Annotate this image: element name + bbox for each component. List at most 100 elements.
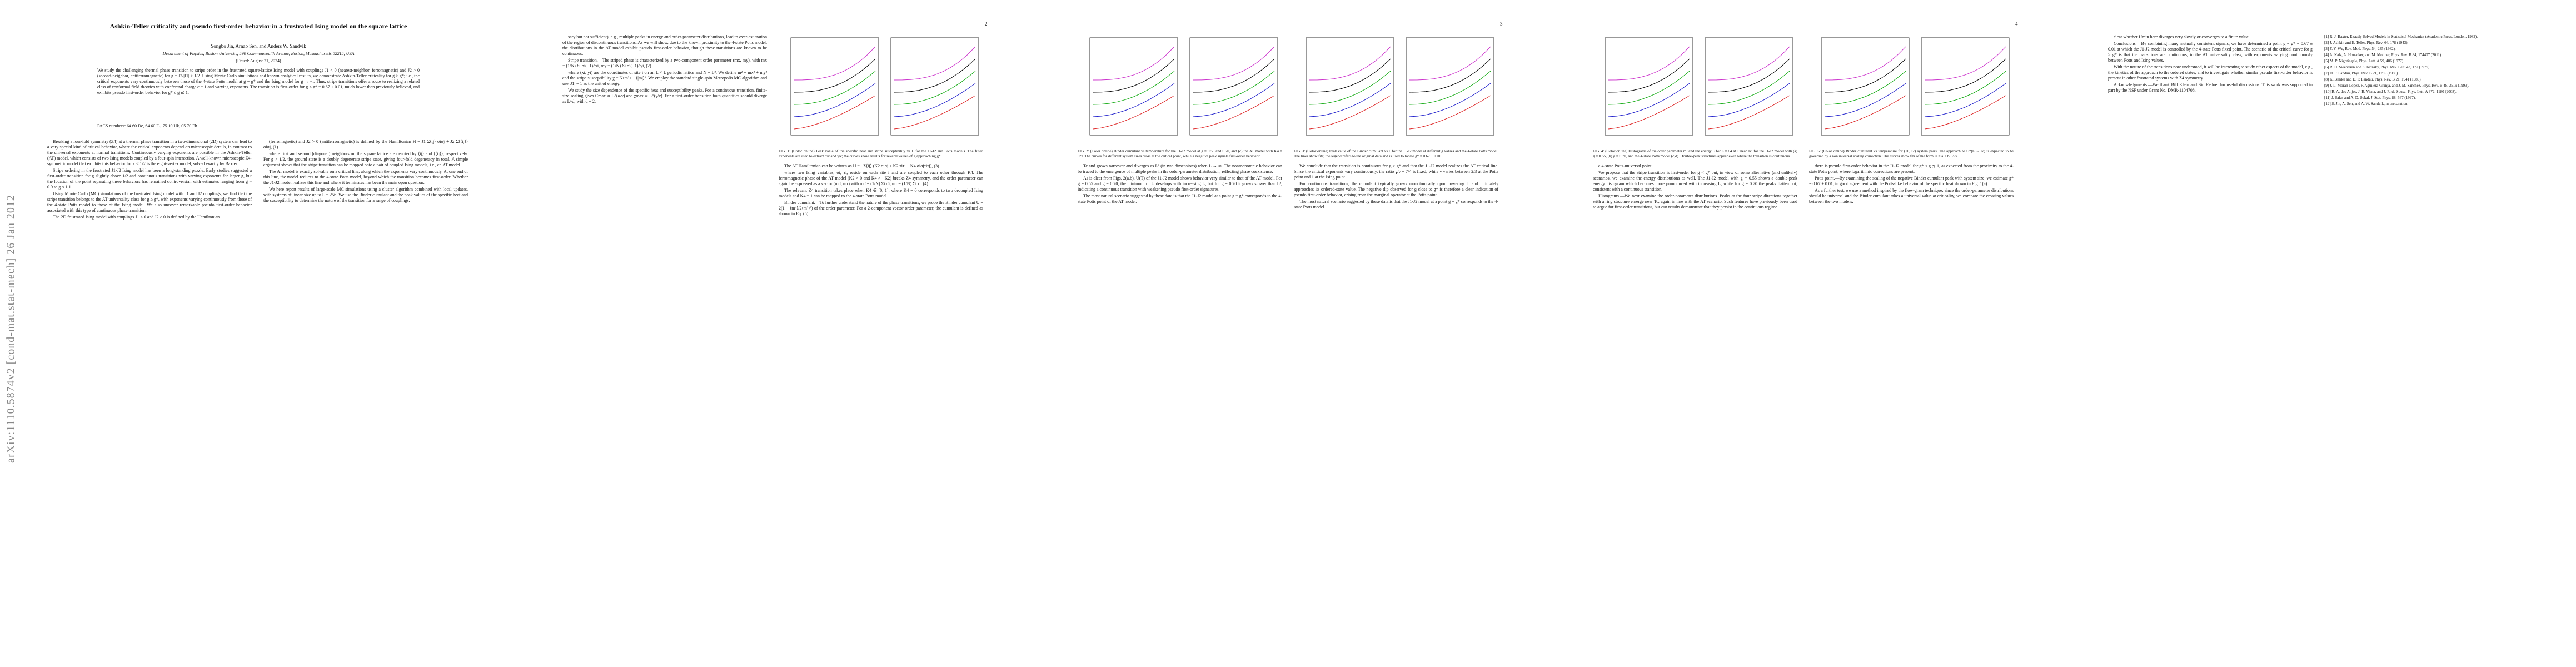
plot-curve — [1193, 95, 1275, 130]
text-column: sary but not sufficient), e.g., multiple… — [562, 34, 767, 106]
reference: [1] R. J. Baxter, Exactly Solved Models … — [2324, 34, 2478, 39]
paragraph: Breaking a four-fold symmetry (Z4) at a … — [47, 139, 252, 166]
paragraph: The 2D frustrated Ising model with coupl… — [53, 215, 220, 220]
paragraph: Potts point.—By examining the scaling of… — [1809, 176, 2014, 186]
figure-plot — [790, 37, 979, 136]
page-number: 2 — [985, 21, 988, 27]
text-column: clear whether Umin here diverges very sl… — [2108, 34, 2313, 94]
figure: FIG. 2: (Color online) Binder cumulant v… — [1078, 34, 1282, 159]
paragraph: The relevant Z4 transition takes place w… — [779, 188, 983, 198]
figure-plot — [1605, 37, 1793, 136]
plot-curve — [1708, 46, 1790, 81]
plot-curve — [1924, 95, 2006, 130]
paragraph: clear whether Umin here diverges very sl… — [2114, 34, 2250, 39]
arxiv-stamp: arXiv:1110.5874v2 [cond-mat.stat-mech] 2… — [4, 195, 17, 463]
plot-curve — [1193, 83, 1275, 117]
plot-curve — [794, 46, 876, 81]
paragraph: We propose that the stripe transition is… — [1593, 170, 1797, 192]
reference: [3] F. Y. Wu, Rev. Mod. Phys. 54, 235 (1… — [2324, 47, 2396, 51]
paragraph: The most natural scenario suggested by t… — [1078, 193, 1282, 204]
plot-curve — [1093, 46, 1175, 81]
paragraph: Stripe transition.—The striped phase is … — [562, 58, 767, 68]
reference: [11] J. Salas and A. D. Sokal, J. Stat. … — [2324, 96, 2416, 100]
plot-curve — [1409, 83, 1491, 117]
paragraph: where (xi, yi) are the coordinates of si… — [562, 70, 767, 86]
plot-frame — [1306, 37, 1394, 136]
plot-curve — [894, 58, 976, 93]
page-number: 3 — [1500, 21, 1503, 27]
plot-curve — [1193, 46, 1275, 81]
paragraph: where two Ising variables, σi, τi, resid… — [779, 170, 983, 186]
plot-curve — [1608, 95, 1690, 130]
plot-curve — [1924, 46, 2006, 81]
plot-frame — [1821, 37, 1910, 136]
paragraph: Using Monte Carlo (MC) simulations of th… — [47, 191, 252, 213]
plot-curve — [1824, 46, 1906, 81]
paragraph: Conclusions.—By combining many mutually … — [2108, 41, 2313, 63]
plot-curve — [1924, 83, 2006, 117]
plot-frame — [1921, 37, 2010, 136]
pacs: PACS numbers: 64.60.De, 64.60.F-, 75.10.… — [97, 123, 197, 128]
text-column: [1] R. J. Baxter, Exactly Solved Models … — [2324, 34, 2529, 108]
plot-curve — [1608, 83, 1690, 117]
figure-caption: FIG. 1: (Color online) Peak value of the… — [779, 149, 983, 158]
plot-curve — [1824, 58, 1906, 93]
figure-plot — [1306, 37, 1494, 136]
plot-curve — [894, 83, 976, 117]
plot-curve — [1708, 83, 1790, 117]
paragraph: As is clear from Figs. 2(a,b), U(T) of t… — [1078, 176, 1282, 192]
title: Ashkin-Teller criticality and pseudo fir… — [109, 22, 407, 30]
plot-frame — [1406, 37, 1494, 136]
plot-curve — [894, 46, 976, 81]
plot-curve — [794, 95, 876, 130]
paragraph: The AT Hamiltonian can be written as H =… — [784, 163, 939, 168]
plot-curve — [1309, 95, 1391, 130]
plot-curve — [1409, 95, 1491, 130]
reference: [10] R. A. dos Anjos, J. R. Viana, and J… — [2324, 89, 2457, 94]
plot-curve — [1309, 58, 1391, 93]
plot-frame — [1089, 37, 1178, 136]
figure: FIG. 3: (Color online) Peak value of the… — [1294, 34, 1498, 159]
date: (Dated: August 21, 2024) — [236, 58, 281, 63]
figure-caption: FIG. 3: (Color online) Peak value of the… — [1294, 149, 1498, 158]
plot-curve — [1708, 71, 1790, 105]
figure-caption: FIG. 4: (Color online) Histograms of the… — [1593, 149, 1797, 158]
paragraph: The most natural scenario suggested by t… — [1294, 199, 1498, 210]
page-number: 4 — [2015, 21, 2018, 27]
plot-curve — [1924, 58, 2006, 93]
text-column: FIG. 5: (Color online) Binder cumulant v… — [1809, 34, 2014, 206]
plot-curve — [794, 58, 876, 93]
paragraph: a 4-state Potts-universal point. — [1598, 163, 1653, 168]
paragraph: We here report results of large-scale MC… — [263, 187, 468, 203]
figure: FIG. 1: (Color online) Peak value of the… — [779, 34, 983, 159]
paragraph: We study the size dependence of the spec… — [562, 88, 767, 104]
authors: Songbo Jin, Arnab Sen, and Anders W. San… — [211, 43, 306, 49]
plot-curve — [1608, 46, 1690, 81]
plot-frame — [790, 37, 879, 136]
text-column: FIG. 4: (Color online) Histograms of the… — [1593, 34, 1797, 211]
plot-curve — [1824, 95, 1906, 130]
plot-curve — [1309, 71, 1391, 105]
plot-curve — [1193, 71, 1275, 105]
plot-curve — [1924, 71, 2006, 105]
text-column: FIG. 3: (Color online) Peak value of the… — [1294, 34, 1498, 211]
paragraph: Binder cumulant.—To further understand t… — [779, 200, 983, 216]
plot-curve — [1409, 58, 1491, 93]
reference: [8] K. Binder and D. P. Landau, Phys. Re… — [2324, 77, 2422, 82]
plot-curve — [794, 71, 876, 105]
paragraph: there is pseudo first-order behavior in … — [1809, 163, 2014, 174]
plot-frame — [1605, 37, 1693, 136]
plot-curve — [894, 71, 976, 105]
plot-curve — [1824, 83, 1906, 117]
reference: [2] J. Ashkin and E. Teller, Phys. Rev. … — [2324, 41, 2409, 45]
figure-caption: FIG. 2: (Color online) Binder cumulant v… — [1078, 149, 1282, 158]
figure-caption: FIG. 5: (Color online) Binder cumulant v… — [1809, 149, 2014, 158]
page: 3 FIG. 2: (Color online) Binder cumulant … — [1030, 0, 1546, 667]
plot-frame — [890, 37, 979, 136]
plot-curve — [1193, 58, 1275, 93]
affiliation: Department of Physics, Boston University… — [162, 51, 355, 56]
plot-curve — [1708, 58, 1790, 93]
paragraph: Histograms.—We next examine the order-pa… — [1593, 193, 1797, 210]
figure: FIG. 5: (Color online) Binder cumulant v… — [1809, 34, 2014, 159]
